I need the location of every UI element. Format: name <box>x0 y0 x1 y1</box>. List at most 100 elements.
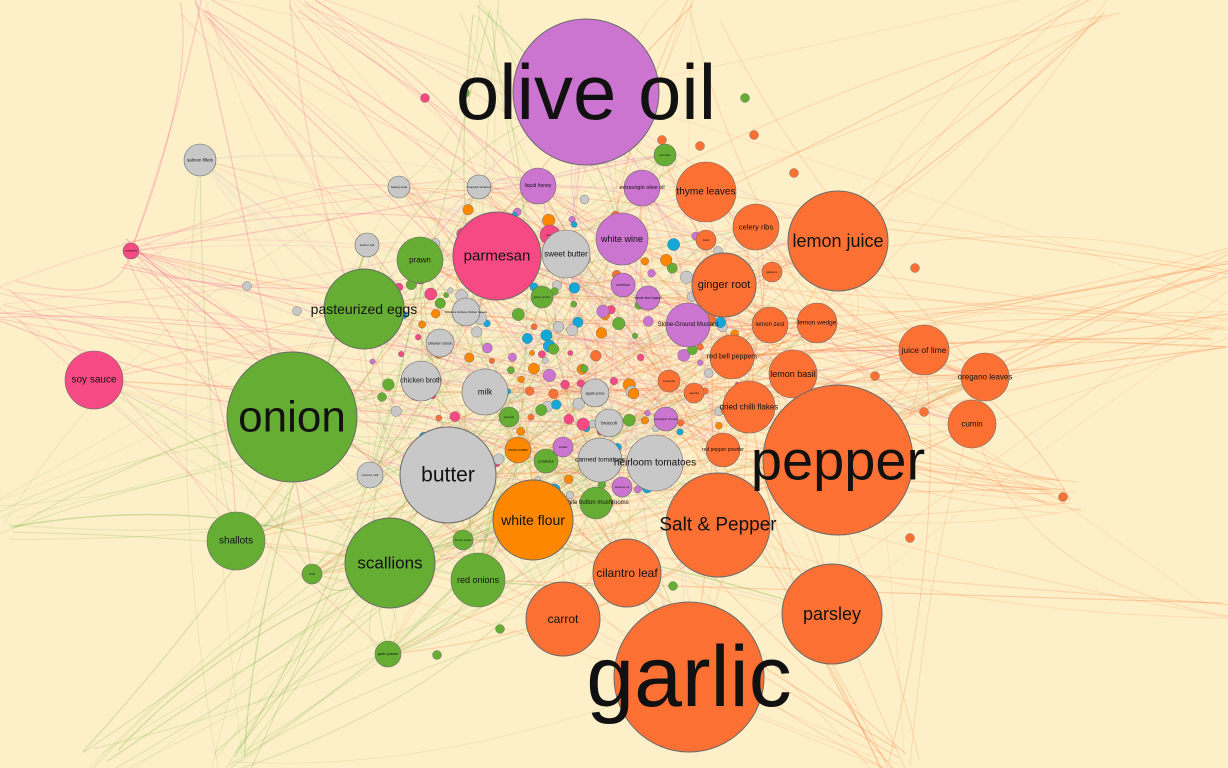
node-extravirgin-olive-oil[interactable]: extravirgin olive oil <box>619 169 665 207</box>
node-oregano-leaves[interactable]: oregano leaves <box>958 352 1013 402</box>
node-pepper[interactable]: pepper <box>751 384 925 536</box>
node-label: garlic <box>586 629 792 725</box>
node-garlic[interactable]: garlic <box>586 601 792 753</box>
node-heirloom-tomatoes[interactable]: heirloom tomatoes <box>614 434 696 492</box>
node-lemon-juice[interactable]: lemon juice <box>787 190 889 292</box>
node-pasteurized-eggs[interactable]: pasteurized eggs <box>311 268 418 350</box>
node-sesame-oil[interactable]: sesame oil <box>611 476 633 498</box>
node-jalapeno[interactable]: jalapeno <box>761 261 783 283</box>
node-lemon-basil[interactable]: lemon basil <box>768 349 818 399</box>
minor-node <box>640 416 649 425</box>
minor-node <box>522 332 533 344</box>
node-olive-oil[interactable]: olive oil <box>456 18 716 166</box>
node-label: oregano leaves <box>958 373 1013 382</box>
edge <box>16 250 132 291</box>
node-circle <box>552 436 574 458</box>
node-cumin[interactable]: cumin <box>947 399 997 449</box>
node-label: lemon basil <box>770 369 816 379</box>
node-sweet-butter[interactable]: sweet butter <box>541 229 591 279</box>
node-chicken-broth[interactable]: chicken broth <box>400 360 442 402</box>
node-bread-crumbs[interactable]: bread crumbs <box>504 436 532 464</box>
node-boneless-skinless-chicken-breasts[interactable]: boneless skinless chicken breasts <box>445 297 488 327</box>
minor-node <box>528 362 540 375</box>
node-onion[interactable]: onion <box>226 351 358 483</box>
node-white-wine[interactable]: white wine <box>595 212 649 266</box>
node-carrot[interactable]: carrot <box>525 581 601 657</box>
node-chopped-tomatoes[interactable]: chopped tomatoes <box>467 174 492 200</box>
edge <box>562 446 871 768</box>
edge <box>93 379 313 575</box>
node-baking-soda[interactable]: baking soda <box>387 175 411 199</box>
node-circle <box>374 640 402 668</box>
node-parsley[interactable]: parsley <box>781 563 883 665</box>
node-circle <box>301 563 323 585</box>
node-broccoli[interactable]: broccoli <box>594 408 624 438</box>
node-lemon-zest[interactable]: lemon zest <box>751 306 789 344</box>
node-garlic-powder[interactable]: garlic powder <box>374 640 402 668</box>
node-spinach[interactable]: spinach <box>498 406 520 428</box>
minor-node <box>525 386 535 396</box>
node-basil[interactable]: basil <box>695 229 717 251</box>
node-circle <box>751 306 789 344</box>
node-green-onions[interactable]: green onions <box>530 285 554 309</box>
node-salt-pepper[interactable]: Salt & Pepper <box>659 472 777 578</box>
node-coconut-milk[interactable]: coconut milk <box>356 461 384 489</box>
node-coriander[interactable]: coriander <box>657 369 681 393</box>
node-chicken-stock[interactable]: chicken stock <box>425 328 455 358</box>
node-shallots[interactable]: shallots <box>206 511 266 571</box>
node-milk[interactable]: milk <box>461 368 509 416</box>
node-brown-sugar[interactable]: brown sugar <box>452 529 474 551</box>
node-mozzarella[interactable]: mozzarella <box>122 242 140 260</box>
node-ginger-root[interactable]: ginger root <box>691 252 757 318</box>
edge <box>389 17 1102 564</box>
node-juice-of-lime[interactable]: juice of lime <box>898 324 950 376</box>
node-lemon-wedge[interactable]: lemon wedge <box>796 302 838 344</box>
node-soy-sauce[interactable]: soy sauce <box>64 350 124 410</box>
node-kosher-salt[interactable]: kosher salt <box>354 232 380 258</box>
minor-node <box>647 269 656 278</box>
node-red-pepper-powder[interactable]: red pepper powder <box>702 432 744 468</box>
edge <box>387 449 519 655</box>
node-white-flour[interactable]: white flour <box>492 479 574 561</box>
node-stone-ground-mustard[interactable]: Stone-Ground Mustard <box>657 302 719 348</box>
node-vanilla[interactable]: vanilla <box>552 436 574 458</box>
node-red-onions[interactable]: red onions <box>450 552 506 608</box>
node-white-button-mushrooms[interactable]: white button mushrooms <box>562 486 629 520</box>
node-prawn[interactable]: prawn <box>396 236 444 284</box>
node-pineapple-chunks[interactable]: pineapple chunks <box>653 406 679 432</box>
edge <box>235 326 1217 542</box>
node-chilli[interactable]: chilli <box>301 563 323 585</box>
node-cilantro-leaf[interactable]: cilantro leaf <box>592 538 662 608</box>
node-whole-lime-kasuri[interactable]: whole lime kasuri <box>635 285 662 311</box>
node-circle <box>354 232 380 258</box>
edge <box>130 244 689 326</box>
node-parmesan[interactable]: parmesan <box>452 211 542 301</box>
node-butter[interactable]: butter <box>399 426 497 524</box>
edge <box>585 91 925 351</box>
node-circle <box>705 432 741 468</box>
node-red-bell-peppers[interactable]: red bell peppers <box>707 334 758 380</box>
node-cornflour[interactable]: cornflour <box>610 272 636 298</box>
node-celery-ribs[interactable]: celery ribs <box>732 203 780 251</box>
edge <box>831 323 1223 615</box>
node-scallions[interactable]: scallions <box>344 517 436 609</box>
node-paprika[interactable]: paprika <box>683 382 705 404</box>
node-circle <box>898 324 950 376</box>
node-dried-chilli-flakes[interactable]: dried chilli flakes <box>720 380 779 434</box>
edge <box>387 311 467 655</box>
minor-node <box>632 332 639 339</box>
node-salmon-fillets[interactable]: salmon fillets <box>183 143 217 177</box>
node-canned-tomatoes[interactable]: canned tomatoes <box>575 437 626 483</box>
edge <box>541 296 724 451</box>
node-thyme-leaves[interactable]: thyme leaves <box>675 161 737 223</box>
edge <box>527 447 597 504</box>
node-potatoes[interactable]: potatoes <box>533 448 559 474</box>
edge <box>690 11 818 324</box>
minor-node <box>704 368 714 378</box>
node-circle <box>579 486 613 520</box>
node-avocado[interactable]: avocado <box>653 143 677 167</box>
minor-node <box>431 309 441 319</box>
node-liquid-honey[interactable]: liquid honey <box>519 167 557 205</box>
node-label: basil <box>703 238 710 242</box>
node-apple-juice[interactable]: apple juice <box>580 378 610 408</box>
